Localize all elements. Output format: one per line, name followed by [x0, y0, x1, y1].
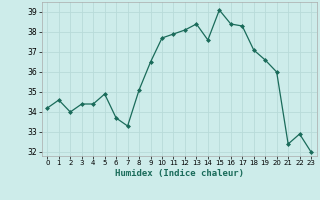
- X-axis label: Humidex (Indice chaleur): Humidex (Indice chaleur): [115, 169, 244, 178]
